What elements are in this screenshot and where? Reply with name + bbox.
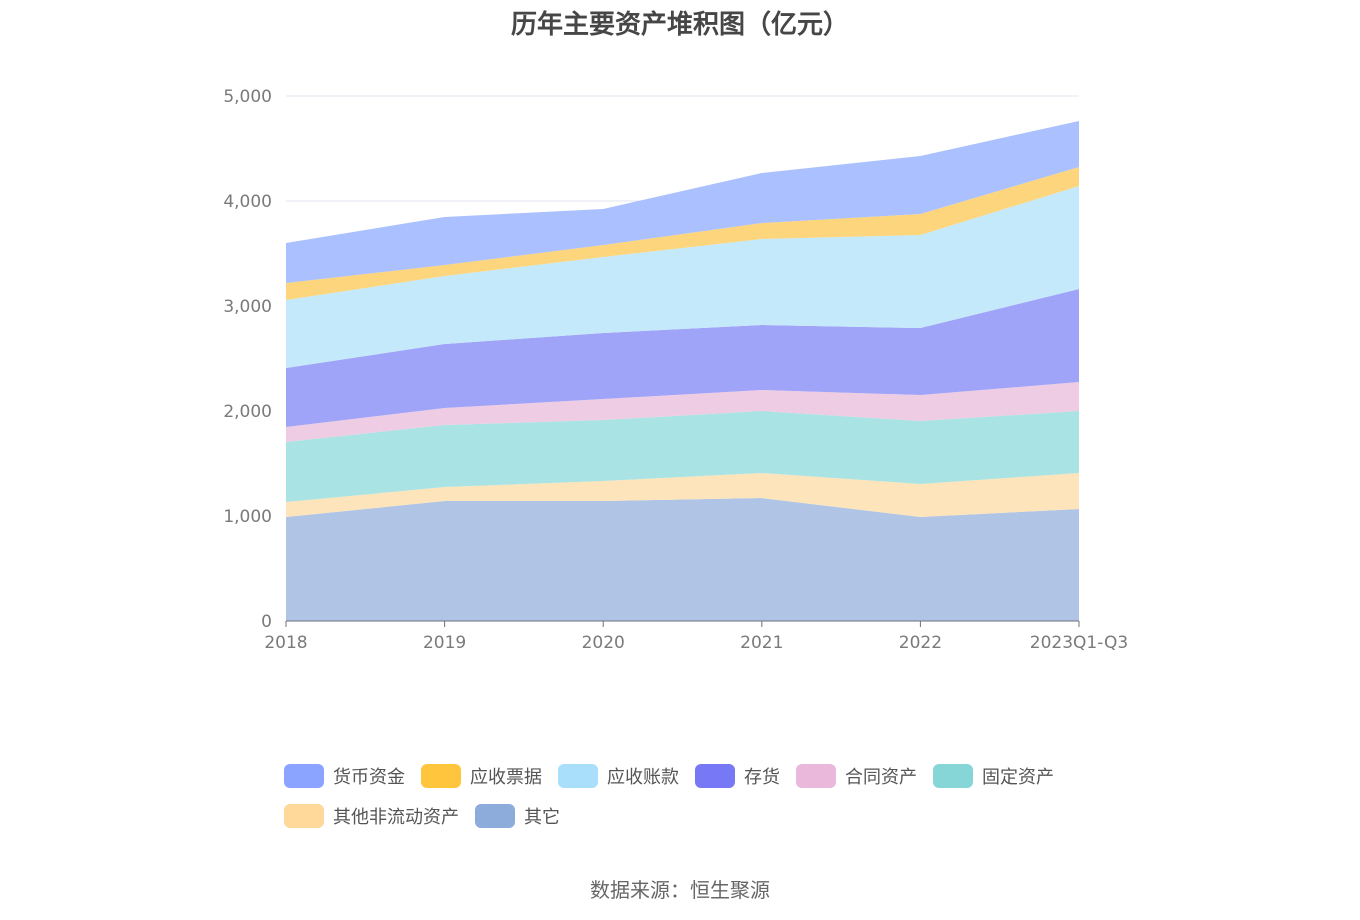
area-应收票据[interactable] xyxy=(286,166,1079,301)
y-tick-label: 0 xyxy=(261,612,272,632)
legend-item-other[interactable]: 其它 xyxy=(475,803,560,829)
legend-item-inventory[interactable]: 存货 xyxy=(695,763,780,789)
legend-label: 应收票据 xyxy=(470,767,542,788)
area-其它[interactable] xyxy=(286,498,1079,621)
x-tick-label: 2021 xyxy=(740,633,783,653)
area-应收账款[interactable] xyxy=(286,185,1079,368)
legend-item-accounts-receivable[interactable]: 应收账款 xyxy=(558,763,679,789)
area-series xyxy=(286,120,1079,621)
legend-item-cash[interactable]: 货币资金 xyxy=(284,763,405,789)
legend-label: 存货 xyxy=(744,767,780,788)
area-货币资金[interactable] xyxy=(286,120,1079,284)
legend-label: 固定资产 xyxy=(982,767,1054,788)
area-固定资产[interactable] xyxy=(286,411,1079,503)
x-tick-label: 2020 xyxy=(582,633,625,653)
legend-swatch-fixed-assets xyxy=(933,764,973,788)
legend-label: 其它 xyxy=(524,807,560,828)
x-tick-label: 2018 xyxy=(264,633,307,653)
legend-label: 应收账款 xyxy=(607,767,679,788)
legend-swatch-inventory xyxy=(695,764,735,788)
y-tick-label: 4,000 xyxy=(223,192,272,212)
legend-swatch-accounts-receivable xyxy=(558,764,598,788)
legend-item-fixed-assets[interactable]: 固定资产 xyxy=(933,763,1054,789)
legend-row-2: 其他非流动资产 其它 xyxy=(284,796,1104,836)
area-其他非流动资产[interactable] xyxy=(286,472,1079,518)
legend-item-notes-receivable[interactable]: 应收票据 xyxy=(421,763,542,789)
stacked-area-chart: 0 1,000 2,000 3,000 4,000 5,000 2018 2019 2020 20… xyxy=(223,87,1128,653)
legend-swatch-cash xyxy=(284,764,324,788)
legend-item-other-noncurrent-assets[interactable]: 其他非流动资产 xyxy=(284,803,459,829)
area-存货[interactable] xyxy=(286,288,1079,427)
legend-label: 合同资产 xyxy=(845,767,917,788)
legend-row-1: 货币资金 应收票据 应收账款 存货 合同资产 固定资产 xyxy=(284,756,1104,796)
y-tick-label: 1,000 xyxy=(223,507,272,527)
chart-title: 历年主要资产堆积图（亿元） xyxy=(510,10,849,40)
x-tick-label: 2022 xyxy=(899,633,942,653)
y-tick-label: 5,000 xyxy=(223,87,272,107)
x-tick-label: 2023Q1-Q3 xyxy=(1030,633,1128,653)
legend-label: 其他非流动资产 xyxy=(333,807,459,828)
legend-swatch-other xyxy=(475,804,515,828)
legend-item-contract-assets[interactable]: 合同资产 xyxy=(796,763,917,789)
legend-label: 货币资金 xyxy=(333,767,405,788)
area-合同资产[interactable] xyxy=(286,382,1079,442)
legend-swatch-contract-assets xyxy=(796,764,836,788)
legend-swatch-other-noncurrent-assets xyxy=(284,804,324,828)
legend: 货币资金 应收票据 应收账款 存货 合同资产 固定资产 其他非流动资产 xyxy=(284,756,1104,836)
legend-swatch-notes-receivable xyxy=(421,764,461,788)
axes: 0 1,000 2,000 3,000 4,000 5,000 2018 2019 2020 20… xyxy=(223,87,1128,653)
y-tick-label: 3,000 xyxy=(223,297,272,317)
y-tick-label: 2,000 xyxy=(223,402,272,422)
data-source: 数据来源：恒生聚源 xyxy=(590,878,770,902)
x-tick-label: 2019 xyxy=(423,633,466,653)
